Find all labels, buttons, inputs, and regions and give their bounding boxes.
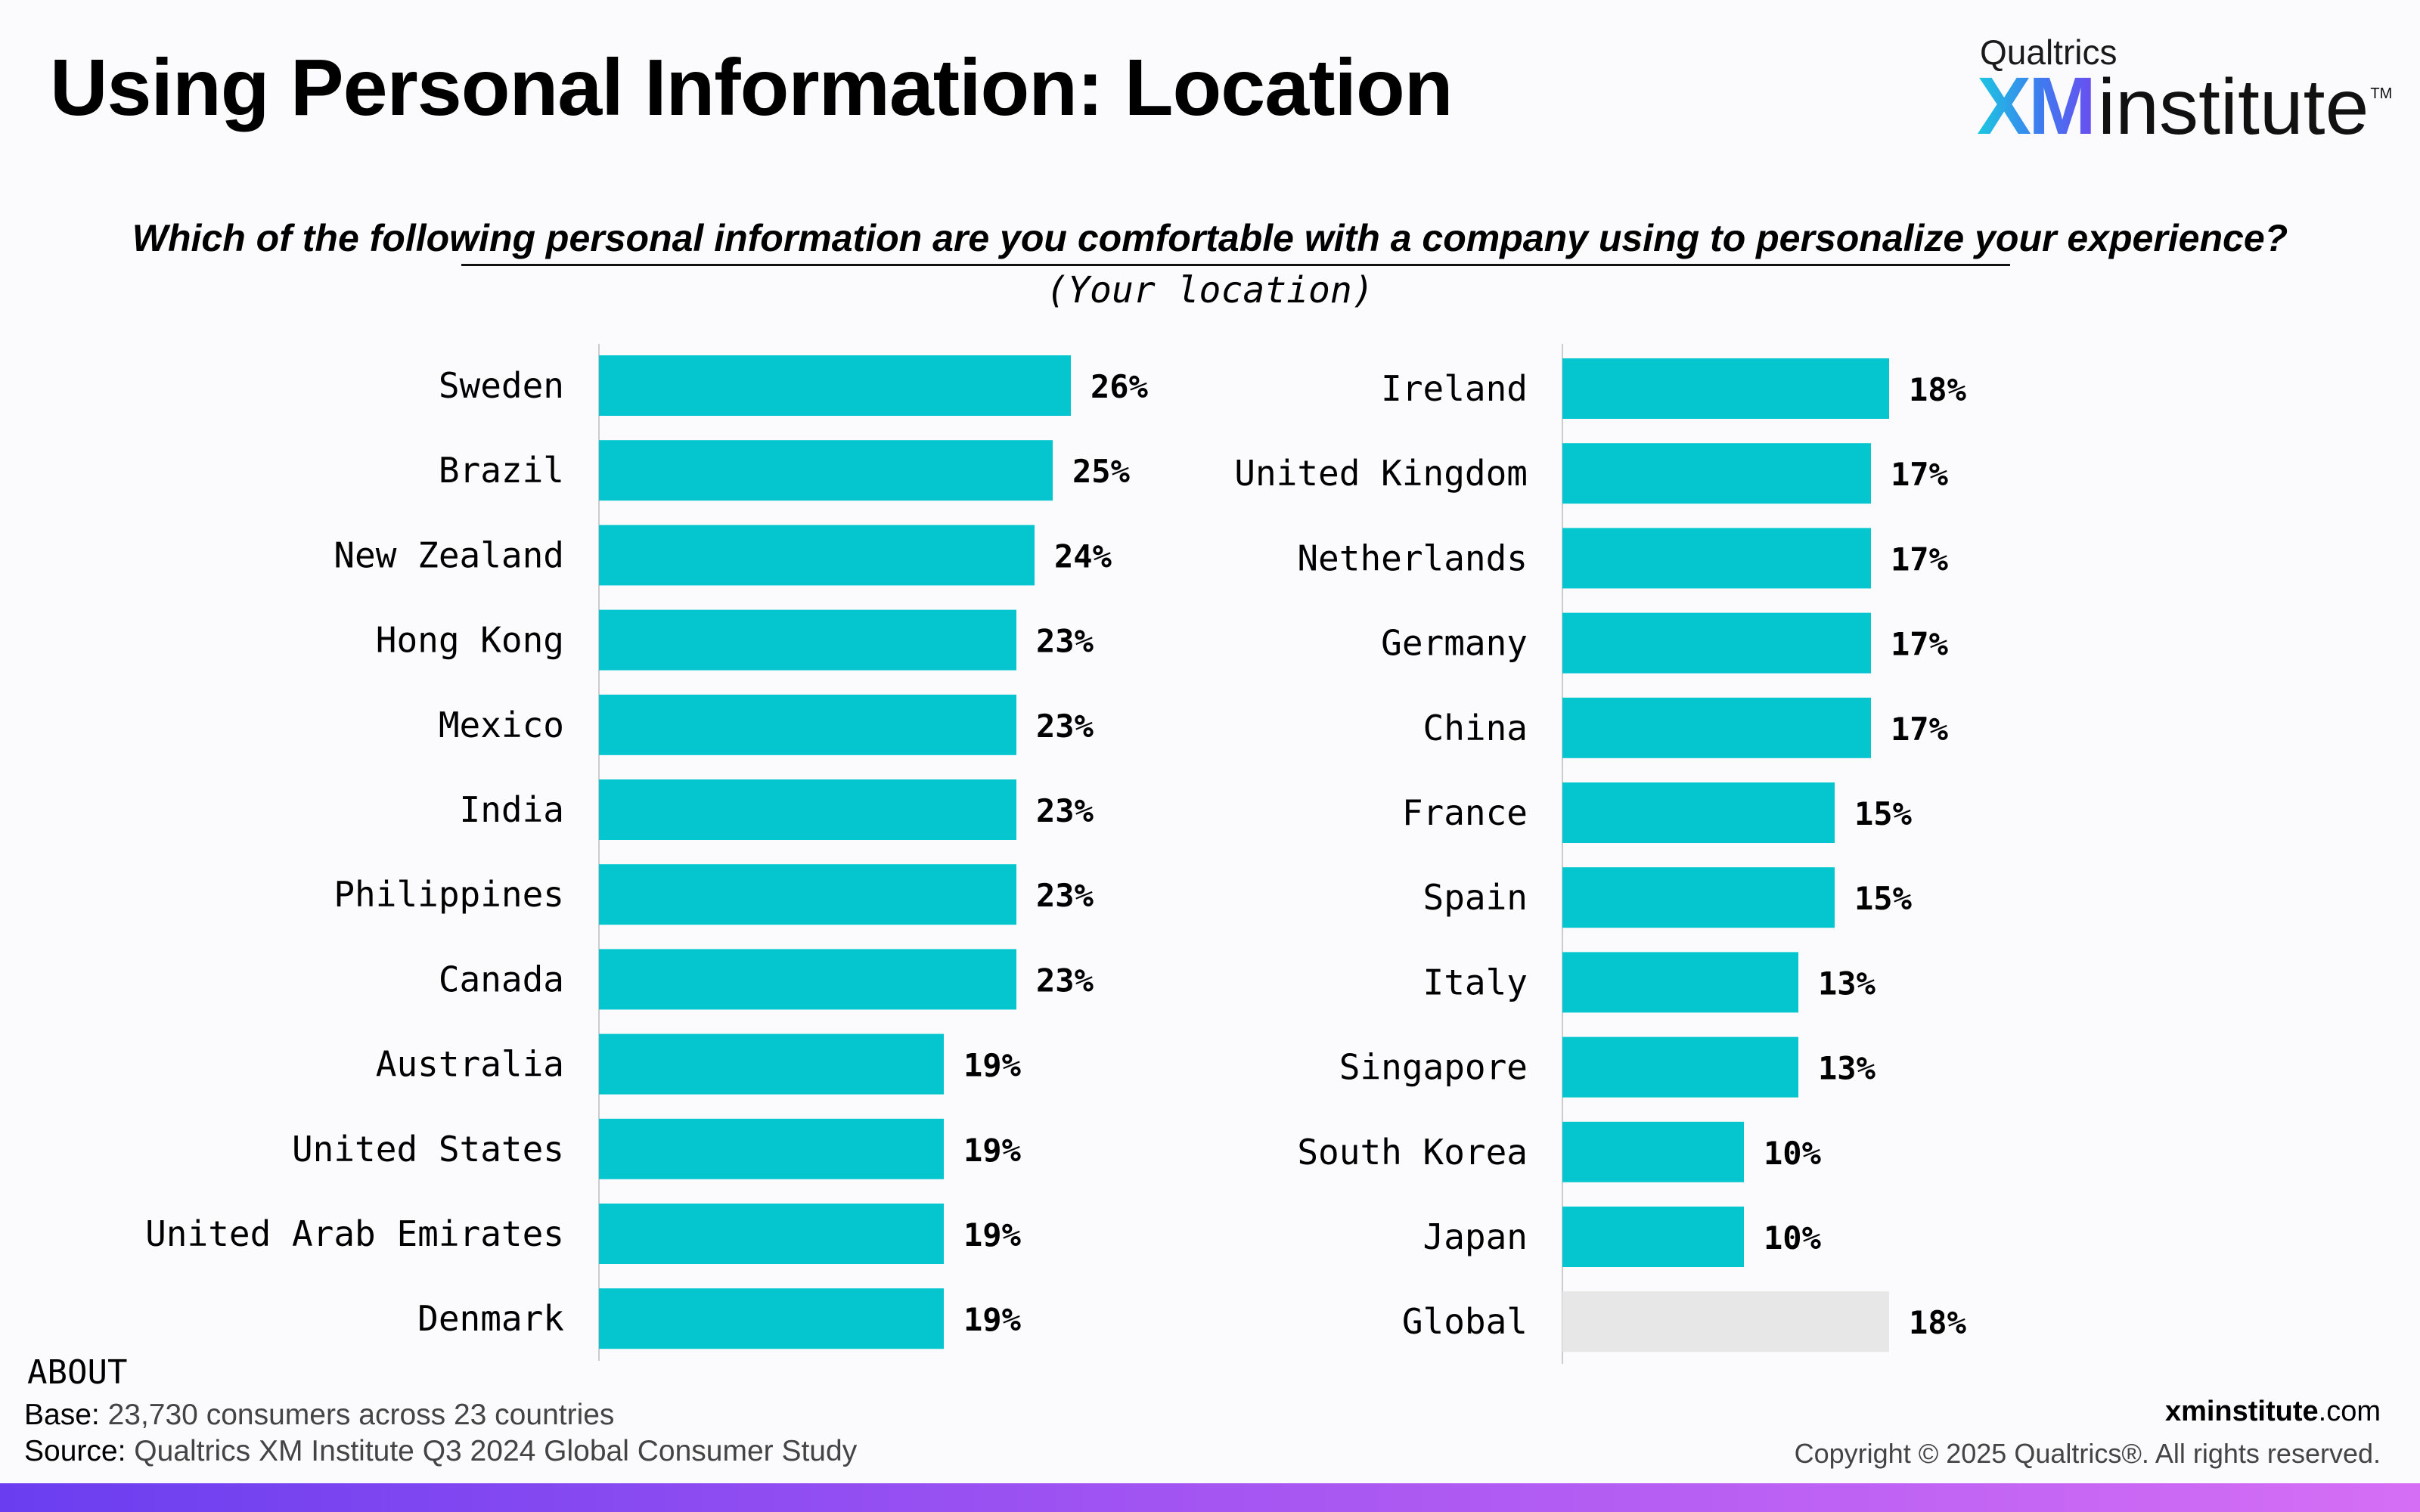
value-label-australia: 19% (963, 1047, 1021, 1084)
bar-australia (599, 1033, 944, 1095)
value-label-hong-kong: 23% (1036, 623, 1094, 660)
bar-japan (1562, 1207, 1744, 1267)
base-key: Base: (24, 1399, 100, 1431)
bar-spain (1562, 867, 1835, 928)
category-label-brazil: Brazil (439, 450, 564, 491)
value-label-brazil: 25% (1072, 453, 1130, 490)
bar-new-zealand (599, 525, 1035, 586)
about-heading: ABOUT (27, 1353, 128, 1392)
category-label-india: India (460, 789, 564, 830)
value-label-china: 17% (1891, 711, 1948, 748)
website-link[interactable]: xminstitute.com (2165, 1396, 2381, 1428)
category-label-united-states: United States (292, 1129, 564, 1170)
bar-south-korea (1562, 1121, 1744, 1182)
bottom-gradient-bar (0, 1483, 2420, 1512)
logo-xm-text: XM (1977, 60, 2096, 151)
value-label-global: 18% (1909, 1304, 1966, 1341)
category-label-singapore: Singapore (1339, 1047, 1528, 1088)
logo-main: XMinstitute TM (1977, 65, 2392, 147)
bar-canada (599, 949, 1016, 1010)
category-label-ireland: Ireland (1381, 368, 1528, 409)
base-value: 23,730 consumers across 23 countries (107, 1399, 615, 1431)
source-value: Qualtrics XM Institute Q3 2024 Global Co… (134, 1435, 858, 1467)
website-bold: xminstitute (2164, 1396, 2319, 1427)
logo-qualtrics-text: Qualtrics (1980, 33, 2118, 72)
value-label-japan: 10% (1764, 1219, 1821, 1256)
category-label-united-kingdom: United Kingdom (1234, 453, 1528, 494)
bar-hong-kong (599, 609, 1016, 671)
category-label-sweden: Sweden (439, 365, 564, 406)
category-label-new-zealand: New Zealand (334, 534, 564, 575)
category-label-australia: Australia (376, 1044, 564, 1085)
source-key: Source: (24, 1435, 126, 1467)
bar-united-kingdom (1562, 443, 1871, 504)
value-label-united-kingdom: 17% (1891, 456, 1948, 493)
bar-united-states (599, 1118, 944, 1179)
category-label-mexico: Mexico (439, 705, 564, 745)
bar-united-arab-emirates (599, 1204, 944, 1264)
value-label-united-states: 19% (963, 1132, 1021, 1169)
value-label-singapore: 13% (1818, 1050, 1876, 1087)
value-label-denmark: 19% (963, 1301, 1021, 1338)
bar-germany (1562, 612, 1871, 674)
website-suffix: .com (2318, 1396, 2381, 1427)
value-label-mexico: 23% (1036, 708, 1094, 745)
chart-subtitle: (Your location) (1046, 269, 1374, 311)
category-label-philippines: Philippines (334, 874, 564, 915)
value-label-united-arab-emirates: 19% (963, 1216, 1021, 1253)
bar-singapore (1562, 1036, 1798, 1098)
value-label-canada: 23% (1036, 962, 1094, 999)
category-label-canada: Canada (439, 959, 564, 999)
bar-netherlands (1562, 528, 1871, 589)
value-label-new-zealand: 24% (1054, 538, 1112, 575)
value-label-india: 23% (1036, 792, 1094, 829)
value-label-italy: 13% (1818, 965, 1876, 1002)
source-note: Source: Qualtrics XM Institute Q3 2024 G… (24, 1435, 857, 1468)
page-title: Using Personal Information: Location (50, 43, 1453, 132)
chart-title: Which of the following personal informat… (132, 217, 2288, 259)
bar-sweden (599, 355, 1071, 416)
bar-mexico (599, 694, 1016, 755)
category-label-italy: Italy (1423, 962, 1528, 1002)
category-label-germany: Germany (1381, 623, 1528, 664)
category-label-china: China (1423, 708, 1528, 748)
value-label-spain: 15% (1854, 880, 1912, 917)
value-label-philippines: 23% (1036, 877, 1094, 914)
base-note: Base: 23,730 consumers across 23 countri… (24, 1399, 614, 1432)
copyright-notice: Copyright © 2025 Qualtrics®. All rights … (1794, 1438, 2381, 1469)
bar-global (1562, 1291, 1889, 1352)
xm-institute-logo: Qualtrics XMinstitute TM (1977, 32, 2392, 147)
title-underline (461, 264, 2010, 266)
category-label-south-korea: South Korea (1297, 1132, 1528, 1173)
category-label-france: France (1402, 792, 1528, 833)
logo-institute-text: institute (2098, 64, 2369, 151)
bar-france (1562, 782, 1835, 843)
value-label-south-korea: 10% (1764, 1135, 1821, 1172)
bar-china (1562, 697, 1871, 758)
category-label-spain: Spain (1423, 877, 1528, 918)
value-label-ireland: 18% (1909, 371, 1966, 408)
bar-brazil (599, 440, 1053, 501)
category-label-netherlands: Netherlands (1297, 538, 1528, 578)
bar-philippines (599, 864, 1016, 925)
category-label-global: Global (1402, 1301, 1528, 1342)
bar-india (599, 779, 1016, 840)
logo-trademark: TM (2370, 85, 2393, 102)
value-label-sweden: 26% (1091, 368, 1148, 405)
bar-denmark (599, 1288, 944, 1349)
category-label-hong-kong: Hong Kong (376, 620, 564, 661)
category-label-united-arab-emirates: United Arab Emirates (145, 1213, 564, 1254)
bar-italy (1562, 952, 1798, 1013)
category-label-denmark: Denmark (417, 1298, 564, 1339)
bar-ireland (1562, 358, 1889, 419)
value-label-france: 15% (1854, 795, 1912, 832)
value-label-netherlands: 17% (1891, 541, 1948, 578)
category-label-japan: Japan (1423, 1216, 1528, 1257)
value-label-germany: 17% (1891, 626, 1948, 663)
